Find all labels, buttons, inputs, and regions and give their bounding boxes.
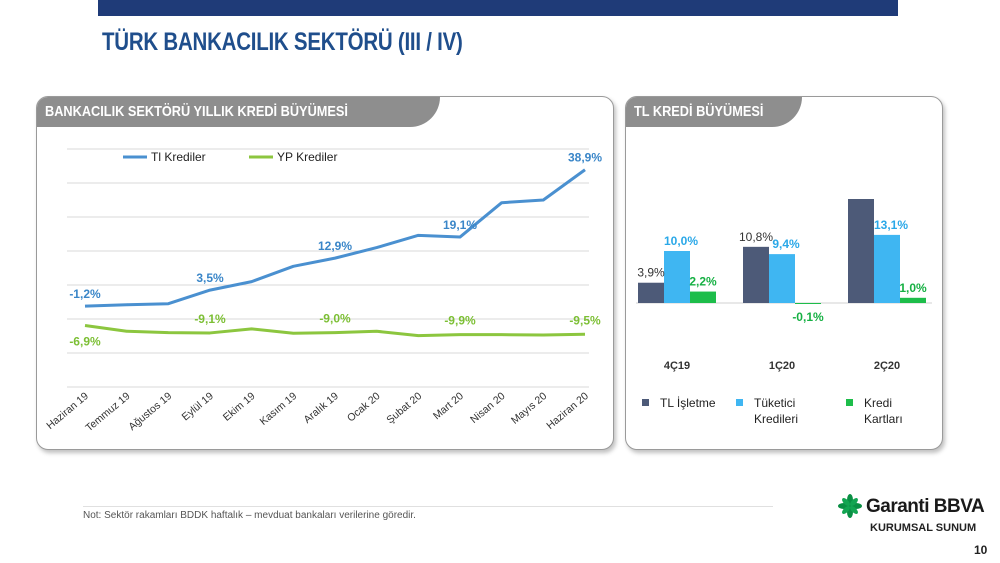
x-tick-label: Haziran 20 (544, 390, 591, 432)
data-label: -1,2% (69, 287, 101, 301)
garanti-clover-icon (838, 494, 862, 518)
bar (848, 199, 874, 303)
x-tick-label: Mayıs 20 (509, 390, 549, 427)
x-tick-label: Ekim 19 (221, 390, 258, 424)
x-tick-label: Mart 20 (431, 390, 466, 422)
data-label: -9,1% (194, 312, 226, 326)
panel-header: BANKACILIK SEKTÖRÜ YILLIK KREDİ BÜYÜMESİ (37, 97, 440, 127)
data-label: 13,1% (874, 218, 908, 232)
annual-credit-growth-panel: BANKACILIK SEKTÖRÜ YILLIK KREDİ BÜYÜMESİ… (36, 96, 614, 450)
bar (664, 251, 690, 303)
data-label: -9,0% (319, 312, 351, 326)
data-label: 38,9% (568, 151, 602, 165)
data-label: 10,8% (739, 230, 773, 244)
bar (795, 303, 821, 304)
x-tick-label: Kasım 19 (258, 390, 300, 428)
legend-label: Kredi (864, 396, 892, 410)
data-label: -9,5% (569, 313, 601, 327)
x-tick-label: Aralık 19 (301, 390, 341, 426)
legend-label: TL İşletme (660, 396, 716, 410)
legend-swatch (846, 399, 853, 406)
top-banner (98, 0, 898, 16)
data-label: -6,9% (69, 334, 101, 348)
x-tick-label: Ocak 20 (345, 390, 383, 424)
x-tick-label: Nisan 20 (468, 390, 508, 426)
legend-label: Tl Krediler (151, 150, 206, 164)
data-label: -9,9% (444, 314, 476, 328)
x-tick-label: Şubat 20 (384, 390, 424, 426)
line-chart: -1,2% 3,5% 12,9% 19,1% 38,9% -6,9% -9,1% -9,0% -… (44, 148, 602, 434)
data-label: -0,1% (792, 310, 824, 324)
data-label: 12,9% (318, 239, 352, 253)
data-label: 2,2% (689, 275, 717, 289)
footer-divider (83, 506, 773, 507)
series-line-0 (84, 168, 586, 308)
tl-credit-growth-panel: TL KREDİ BÜYÜMESİ 3,9% 10,0% 2,2% 10,8% 9,4%… (625, 96, 943, 450)
x-tick-label: 1Ç20 (769, 360, 795, 372)
panel-header: TL KREDİ BÜYÜMESİ (626, 97, 802, 127)
x-tick-label: Temmuz 19 (83, 390, 132, 434)
bar (743, 246, 769, 303)
data-label: 19,1% (443, 218, 477, 232)
bar (900, 297, 926, 303)
x-tick-label: 4Ç19 (664, 360, 690, 372)
data-label: 1,0% (899, 281, 927, 295)
legend-label: Kartları (864, 412, 903, 426)
page-number: 10 (974, 543, 988, 557)
series-line-1 (84, 323, 586, 338)
bar (690, 291, 716, 303)
legend-label: Tüketici (754, 396, 795, 410)
x-tick-label: Ağustos 19 (126, 390, 174, 433)
legend-label: Kredileri (754, 412, 798, 426)
bar-chart: 3,9% 10,0% 2,2% 10,8%9,4% -0,1% 13,1% 1,0% 4Ç1… (636, 199, 932, 426)
x-tick-label: 2Ç20 (874, 360, 900, 372)
bar (769, 254, 795, 303)
garanti-bbva-logo: Garanti BBVA KURUMSAL SUNUM (836, 492, 988, 542)
page-title: TÜRK BANKACILIK SEKTÖRÜ (III / IV) (102, 28, 463, 56)
legend-swatch (642, 399, 649, 406)
logo-subtitle: KURUMSAL SUNUM (870, 522, 977, 534)
x-tick-label: Eylül 19 (180, 390, 216, 423)
legend-label: YP Krediler (277, 150, 337, 164)
legend-swatch (736, 399, 743, 406)
logo-wordmark: Garanti BBVA (866, 496, 985, 517)
data-label: 3,9% (637, 266, 665, 280)
data-label: 10,0% (664, 234, 698, 248)
bar (638, 282, 664, 303)
footnote: Not: Sektör rakamları BDDK haftalık – me… (83, 510, 416, 521)
data-label: 9,4% (772, 237, 800, 251)
bar (874, 234, 900, 303)
data-label: 3,5% (196, 271, 224, 285)
